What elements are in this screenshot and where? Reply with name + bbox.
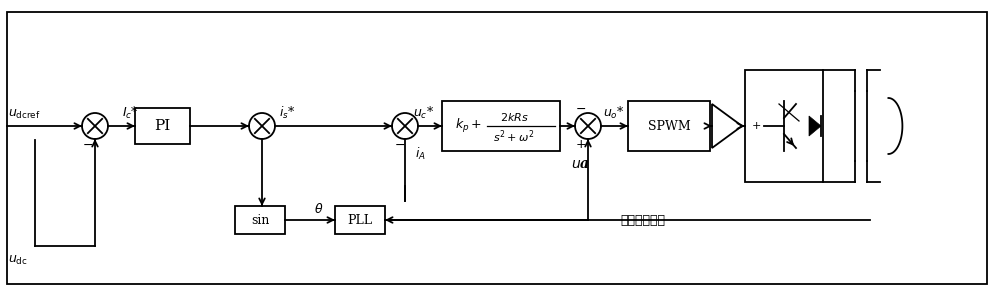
Text: $k_p+$: $k_p+$ xyxy=(455,117,482,135)
Text: $u_{\mathrm{dcref}}$: $u_{\mathrm{dcref}}$ xyxy=(8,108,41,121)
Polygon shape xyxy=(809,116,821,136)
Text: +: + xyxy=(751,121,761,131)
FancyBboxPatch shape xyxy=(628,101,710,151)
Text: $u_{\mathrm{dc}}$: $u_{\mathrm{dc}}$ xyxy=(8,254,28,267)
Text: $I_c$*: $I_c$* xyxy=(122,105,138,121)
Bar xyxy=(745,70,823,182)
Text: sin: sin xyxy=(251,213,269,226)
Text: $\mathit{u}$a: $\mathit{u}$a xyxy=(571,157,589,171)
Text: $u_c$*: $u_c$* xyxy=(413,105,434,121)
Bar xyxy=(442,101,560,151)
Text: $i_A$: $i_A$ xyxy=(415,146,426,162)
Text: $+$: $+$ xyxy=(575,138,587,150)
Text: $u_o$*: $u_o$* xyxy=(603,105,625,121)
Text: $-$: $-$ xyxy=(575,102,587,115)
Text: $\theta$: $\theta$ xyxy=(314,202,323,216)
Text: PLL: PLL xyxy=(348,213,373,226)
Text: $i_s$*: $i_s$* xyxy=(279,105,295,121)
FancyBboxPatch shape xyxy=(135,108,190,144)
FancyBboxPatch shape xyxy=(235,206,285,234)
FancyBboxPatch shape xyxy=(335,206,385,234)
Text: $2kRs$: $2kRs$ xyxy=(500,111,528,123)
Text: PI: PI xyxy=(154,119,171,133)
Text: SPWM: SPWM xyxy=(648,120,690,133)
Text: $s^2+\omega^2$: $s^2+\omega^2$ xyxy=(493,129,535,145)
Text: 电网电压采集: 电网电压采集 xyxy=(620,213,665,226)
Text: $-$: $-$ xyxy=(394,138,406,150)
Text: $-$: $-$ xyxy=(82,138,94,150)
